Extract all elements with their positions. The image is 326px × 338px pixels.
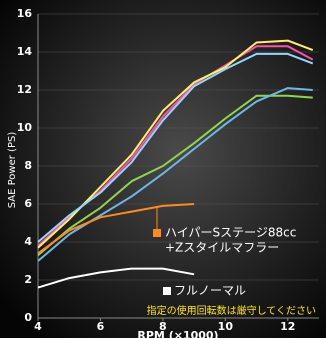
x-axis-label: RPM (×1000): [137, 329, 218, 338]
series-line: [37, 267, 195, 289]
y-tick-label: 8: [24, 159, 32, 172]
series-line: [37, 52, 314, 243]
y-tick-label: 4: [24, 235, 32, 248]
x-tick-label: 12: [280, 320, 295, 333]
y-tick-label: 2: [24, 273, 32, 286]
series-line: [37, 203, 195, 255]
x-tick-label: 10: [218, 320, 234, 333]
y-tick-label: 0: [24, 311, 32, 324]
x-tick-label: 8: [159, 320, 167, 333]
y-axis-label: SAE Power (PS): [7, 132, 18, 209]
y-tick-label: 16: [17, 7, 33, 20]
annotation: フルノーマル: [174, 284, 246, 298]
y-tick-label: 12: [17, 83, 32, 96]
warning: 指定の使用回転数は厳守してください: [147, 304, 316, 317]
y-tick-label: 10: [17, 121, 33, 134]
x-tick-label: 4: [34, 320, 42, 333]
x-tick-label: 6: [97, 320, 105, 333]
y-tick-label: 14: [17, 45, 33, 58]
annotation: ハイパーSステージ88cc: [165, 226, 296, 240]
plot-area: 0 2 4 6 8 10 12 14 16 4 6 8 10 12: [17, 7, 319, 333]
y-tick-label: 6: [24, 197, 32, 210]
marker: [163, 287, 171, 295]
marker: [153, 229, 161, 237]
annotation: +Zスタイルマフラー: [165, 241, 279, 255]
